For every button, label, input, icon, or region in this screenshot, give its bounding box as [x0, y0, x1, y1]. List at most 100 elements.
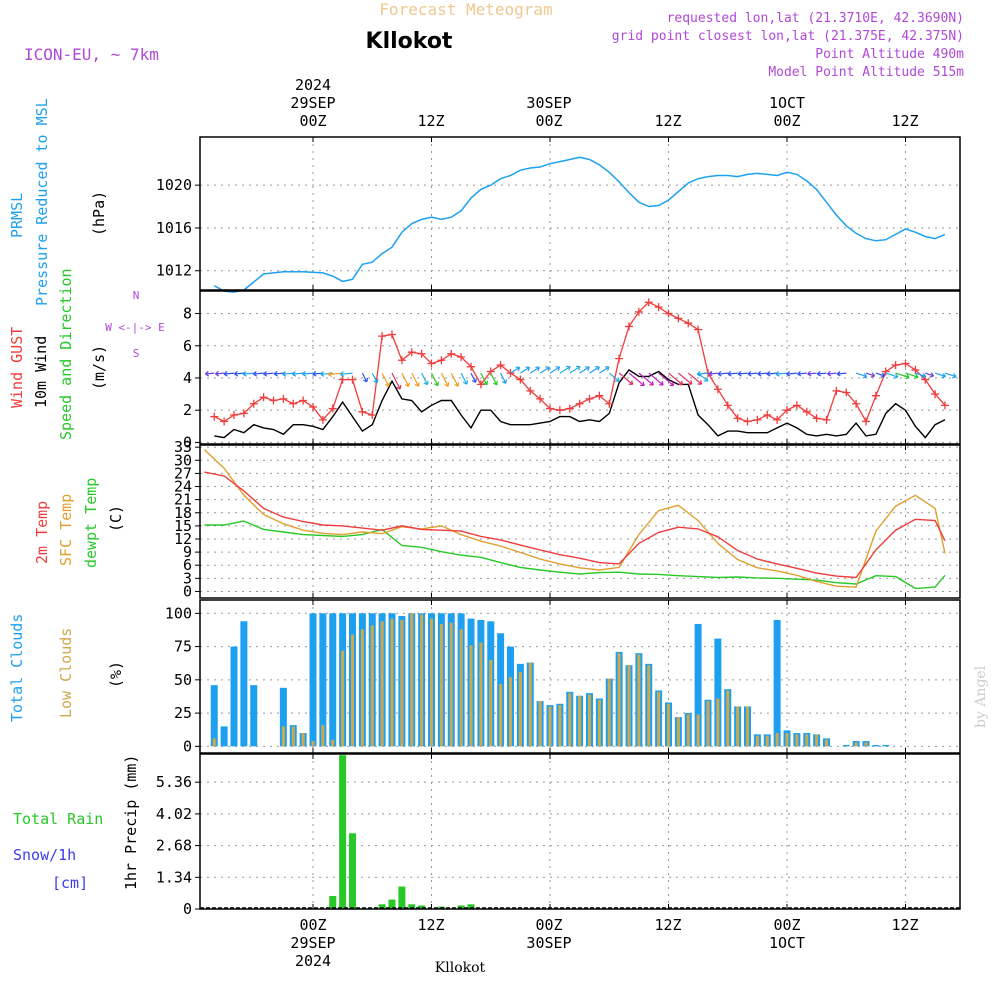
low-cloud-bar — [558, 705, 562, 747]
wind-direction-arrow — [539, 366, 551, 374]
wind-direction-arrow — [678, 372, 693, 385]
low-cloud-bar — [588, 694, 591, 747]
wind-direction-arrow — [648, 372, 664, 386]
low-cloud-bar — [785, 733, 789, 747]
low-cloud-bar — [696, 714, 700, 747]
panel-precip-ytick-label: 2.68 — [156, 837, 192, 855]
rain-bar — [339, 755, 347, 909]
low-cloud-bar — [736, 706, 740, 747]
compass-we: W <-|-> E — [105, 321, 165, 334]
p5-label-cm: [cm] — [52, 874, 88, 892]
wind-direction-arrow — [500, 372, 507, 384]
gust-marker — [565, 404, 574, 413]
gust-marker — [239, 409, 248, 418]
wind-direction-arrow — [470, 372, 477, 383]
wind-direction-arrow — [944, 372, 957, 379]
low-cloud-bar — [706, 701, 710, 747]
gridpoint-coords: grid point closest lon,lat (21.375E, 42.… — [612, 29, 964, 44]
panel-precip-ytick-label: 0 — [183, 900, 192, 918]
wind-direction-arrow — [291, 371, 304, 377]
rain-bar — [457, 905, 465, 909]
wind-direction-arrow — [214, 370, 225, 377]
panel-temperature-ytick-label: 21 — [174, 491, 192, 509]
top-date-1: 29SEP — [290, 94, 335, 112]
wind-direction-arrow — [766, 371, 778, 377]
wind-direction-arrow — [361, 372, 369, 383]
total-cloud-bar — [220, 726, 228, 747]
wind-direction-arrow — [510, 366, 521, 374]
gust-marker — [881, 367, 890, 376]
low-cloud-bar — [459, 629, 463, 747]
wind-direction-arrow — [579, 366, 590, 374]
total-cloud-bar — [714, 638, 722, 747]
low-cloud-bar — [439, 623, 443, 747]
wind-direction-arrow — [925, 372, 935, 378]
low-cloud-bar — [360, 629, 364, 747]
bottom-date-1: 29SEP — [290, 934, 335, 952]
p2-label-gust: Wind GUST — [8, 327, 26, 408]
panel-wind-ytick-label: 8 — [183, 305, 192, 323]
total-cloud-bar — [250, 685, 258, 747]
gust-marker — [230, 411, 238, 420]
p4-unit: (%) — [107, 661, 125, 688]
low-cloud-bar — [578, 695, 582, 747]
gust-marker — [723, 401, 732, 410]
wind-direction-arrow — [569, 365, 581, 374]
p1-unit: (hPa) — [90, 191, 108, 236]
panel-wind: 0 2 4 6 8 — [183, 291, 960, 451]
low-cloud-bar — [825, 739, 828, 747]
gust-marker — [832, 386, 841, 395]
panel3-labels: 2m Temp SFC Temp dewpt Temp (C) — [33, 478, 125, 568]
low-cloud-bar — [795, 734, 799, 747]
gust-marker — [733, 414, 742, 423]
panel-clouds-ytick-label: 50 — [174, 671, 192, 689]
wind-direction-arrow — [816, 370, 827, 377]
panel-clouds-ytick-label: 25 — [174, 704, 192, 722]
low-cloud-bar — [765, 735, 769, 747]
model-label: ICON-EU, ~ 7km — [24, 45, 159, 64]
panel-wind-ytick-label: 2 — [183, 401, 192, 419]
gust-marker — [842, 388, 851, 397]
wind-direction-arrow — [520, 366, 531, 374]
gust-marker — [368, 411, 377, 420]
low-cloud-bar — [607, 678, 611, 747]
wind-direction-arrow — [895, 372, 910, 380]
gust-marker — [783, 406, 791, 415]
gust-marker — [891, 361, 900, 370]
top-time-2: 12Z — [417, 112, 444, 130]
location-title: Kllokot — [366, 29, 453, 54]
low-cloud-bar — [341, 650, 345, 747]
wind-direction-arrow — [391, 372, 402, 390]
wind-direction-arrow — [381, 372, 391, 387]
gust-marker — [862, 417, 870, 426]
gust-marker — [615, 354, 624, 363]
panel-temperature-ytick-label: 3 — [183, 569, 192, 587]
gust-marker — [684, 319, 693, 328]
panels-layer: 1012101610200246803691215182124273033025… — [156, 136, 961, 918]
panel-wind-frame — [199, 290, 961, 445]
total-cloud-bar — [210, 685, 218, 747]
wind-direction-arrow — [327, 371, 343, 378]
wind-direction-arrow — [638, 372, 654, 386]
wind-direction-arrow — [589, 366, 600, 374]
rain-bar — [378, 904, 386, 909]
rain-bar — [408, 904, 416, 909]
panel-temperature-ytick-label: 24 — [174, 478, 192, 496]
low-cloud-bar — [548, 706, 552, 747]
bottom-time-4: 12Z — [654, 916, 681, 934]
gust-marker — [506, 369, 515, 378]
wind-direction-arrow — [242, 371, 254, 377]
panel-pressure: 1012 1016 1020 — [156, 137, 960, 293]
panel-precip-ytick-label: 5.36 — [156, 773, 192, 791]
wind-direction-arrow — [875, 372, 886, 378]
panel-wind-ytick-label: 0 — [183, 433, 192, 451]
rain-bar — [398, 886, 406, 909]
model-altitude: Model Point Altitude 515m — [768, 65, 964, 80]
top-date-2: 30SEP — [526, 94, 571, 112]
gust-marker — [269, 396, 278, 405]
wind-direction-arrow — [252, 371, 264, 377]
low-cloud-bar — [637, 654, 641, 747]
gust-marker — [279, 394, 288, 403]
panel-pressure-ytick-label: 1020 — [156, 176, 192, 194]
low-cloud-bar — [528, 662, 532, 747]
